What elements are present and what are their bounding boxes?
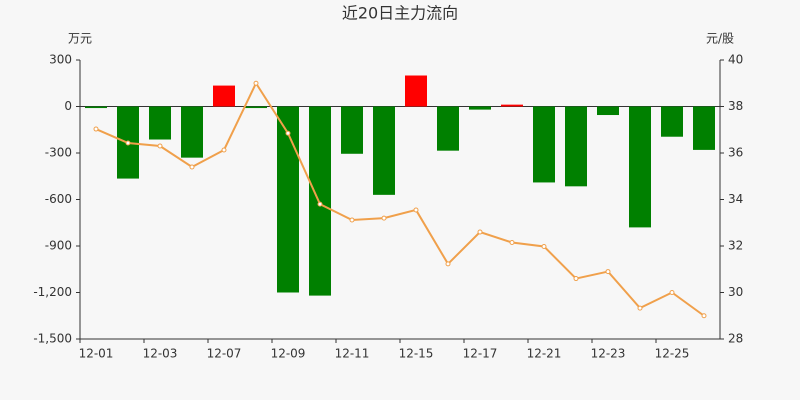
- y2-tick-label: 30: [728, 285, 743, 299]
- bar: [597, 106, 619, 116]
- bar: [405, 75, 427, 107]
- price-point: [477, 229, 483, 235]
- price-point: [125, 140, 131, 146]
- x-tick-label: 12-21: [527, 347, 562, 361]
- price-point: [285, 130, 291, 136]
- price-point: [253, 80, 259, 86]
- x-tick-label: 12-17: [463, 347, 498, 361]
- price-point: [509, 240, 515, 246]
- y-tick-label: 300: [49, 53, 72, 67]
- x-tick-label: 12-01: [79, 347, 114, 361]
- x-tick-label: 12-03: [143, 347, 178, 361]
- y2-tick-label: 28: [728, 332, 743, 346]
- price-point: [157, 143, 163, 149]
- price-point: [605, 269, 611, 275]
- bar: [85, 106, 107, 109]
- chart-title: 近20日主力流向: [342, 4, 458, 23]
- x-tick-label: 12-09: [271, 347, 306, 361]
- bar: [373, 106, 395, 195]
- bar: [661, 106, 683, 137]
- bar: [341, 106, 363, 154]
- price-point: [701, 313, 707, 319]
- bar: [469, 106, 491, 110]
- y2-tick-label: 40: [728, 53, 743, 67]
- y-axis-unit: 万元: [68, 32, 92, 46]
- bar: [277, 106, 299, 293]
- price-point: [381, 215, 387, 221]
- price-point: [637, 305, 643, 311]
- x-tick-label: 12-15: [399, 347, 434, 361]
- x-tick-label: 12-11: [335, 347, 370, 361]
- y2-axis-unit: 元/股: [706, 32, 734, 46]
- y2-tick-label: 32: [728, 239, 743, 253]
- price-point: [189, 164, 195, 170]
- bar: [693, 106, 715, 150]
- y2-tick-label: 34: [728, 192, 743, 206]
- price-point: [221, 147, 227, 153]
- price-point: [669, 290, 675, 295]
- y-tick-label: -1,500: [33, 332, 72, 346]
- price-point: [349, 217, 355, 223]
- price-point: [413, 207, 419, 213]
- x-tick-label: 12-25: [655, 347, 690, 361]
- y-tick-label: -300: [45, 146, 72, 160]
- bar: [629, 106, 651, 228]
- y-tick-label: -900: [45, 239, 72, 253]
- price-point: [541, 243, 547, 249]
- bar: [309, 106, 331, 296]
- bar: [213, 85, 235, 107]
- y-tick-label: -1,200: [33, 285, 72, 299]
- bar: [437, 106, 459, 151]
- bar: [149, 106, 171, 140]
- bar: [245, 106, 267, 109]
- bar: [181, 106, 203, 158]
- price-line: [95, 81, 705, 317]
- x-tick-label: 12-23: [591, 347, 626, 361]
- bar: [565, 106, 587, 187]
- price-point: [317, 201, 323, 207]
- price-point: [93, 126, 99, 132]
- bar: [501, 104, 523, 107]
- y-tick-label: -600: [45, 192, 72, 206]
- price-point: [573, 276, 579, 282]
- y2-tick-label: 38: [728, 99, 743, 113]
- x-tick-label: 12-07: [207, 347, 242, 361]
- price-point: [445, 261, 451, 267]
- y-tick-label: 0: [64, 99, 72, 113]
- y2-tick-label: 36: [728, 146, 743, 160]
- bar: [533, 106, 555, 183]
